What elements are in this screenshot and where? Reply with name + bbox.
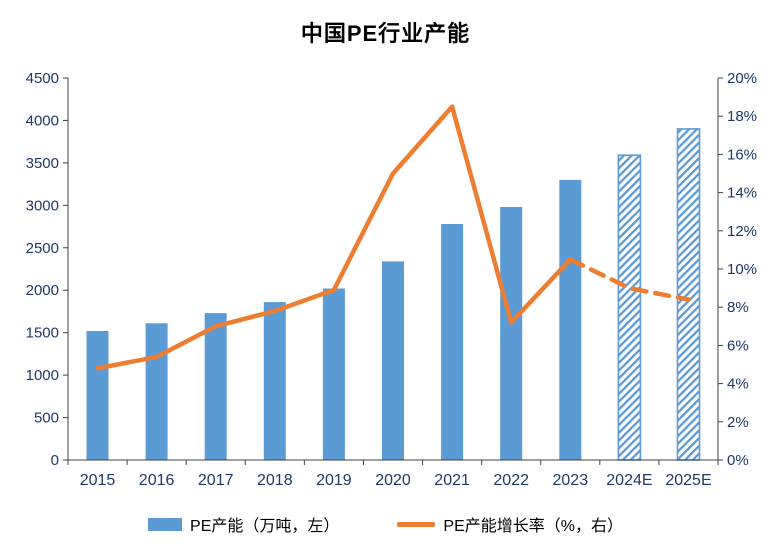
right-axis-label: 8% bbox=[727, 299, 749, 316]
x-axis-label: 2021 bbox=[434, 472, 470, 489]
legend-item-bar: PE产能（万吨，左） bbox=[148, 512, 339, 536]
chart-legend: PE产能（万吨，左） PE产能增长率（%，右） bbox=[0, 512, 771, 536]
left-axis-label: 2000 bbox=[26, 282, 59, 299]
left-axis-label: 4000 bbox=[26, 112, 59, 129]
bar-series-swatch-icon bbox=[148, 517, 183, 531]
bar-2021 bbox=[441, 224, 464, 460]
bar-2024E bbox=[617, 154, 642, 461]
right-axis-label: 12% bbox=[727, 223, 757, 240]
bar-2022 bbox=[500, 207, 523, 460]
right-axis-label: 14% bbox=[727, 185, 757, 202]
x-axis-label: 2015 bbox=[80, 472, 116, 489]
x-axis-label: 2017 bbox=[198, 472, 234, 489]
bar-2023 bbox=[559, 179, 582, 460]
bar-2016 bbox=[145, 323, 168, 460]
bar-2017 bbox=[204, 313, 227, 460]
bar-2018 bbox=[263, 302, 286, 460]
x-axis-label: 2019 bbox=[316, 472, 352, 489]
bar-2020 bbox=[382, 261, 404, 460]
right-axis-label: 4% bbox=[727, 376, 749, 393]
legend-line-label: PE产能增长率（%，右） bbox=[443, 518, 623, 535]
right-axis-label: 10% bbox=[727, 261, 757, 278]
legend-item-line: PE产能增长率（%，右） bbox=[397, 512, 623, 536]
left-axis-label: 500 bbox=[34, 410, 59, 427]
bar-2019 bbox=[322, 288, 345, 460]
left-axis-label: 0 bbox=[51, 452, 59, 469]
left-axis-label: 3500 bbox=[26, 155, 59, 172]
x-axis-label: 2018 bbox=[257, 472, 293, 489]
left-axis-label: 3000 bbox=[26, 197, 59, 214]
right-axis-label: 2% bbox=[727, 414, 749, 431]
x-axis-label: 2025E bbox=[665, 472, 711, 489]
right-axis-label: 18% bbox=[727, 108, 757, 125]
legend-bar-label: PE产能（万吨，左） bbox=[190, 518, 340, 535]
x-axis-label: 2024E bbox=[606, 472, 652, 489]
chart-title: 中国PE行业产能 bbox=[300, 21, 471, 46]
left-axis-label: 1500 bbox=[26, 325, 59, 342]
left-axis-label: 1000 bbox=[26, 367, 59, 384]
right-axis-label: 0% bbox=[727, 452, 749, 469]
bar-2025E bbox=[676, 128, 701, 461]
left-axis-label: 2500 bbox=[26, 240, 59, 257]
growth-line-solid bbox=[95, 104, 573, 371]
bar-2015 bbox=[86, 331, 109, 460]
right-axis-label: 20% bbox=[727, 70, 757, 87]
x-axis-label: 2023 bbox=[553, 472, 589, 489]
x-axis-label: 2016 bbox=[139, 472, 175, 489]
right-axis-label: 6% bbox=[727, 337, 749, 354]
line-series-swatch-icon bbox=[397, 521, 436, 527]
x-axis-label: 2020 bbox=[375, 472, 411, 489]
growth-line-dashed-forecast bbox=[568, 257, 691, 302]
x-axis-label: 2022 bbox=[493, 472, 529, 489]
left-axis-label: 4500 bbox=[26, 70, 59, 87]
right-axis-label: 16% bbox=[727, 146, 757, 163]
